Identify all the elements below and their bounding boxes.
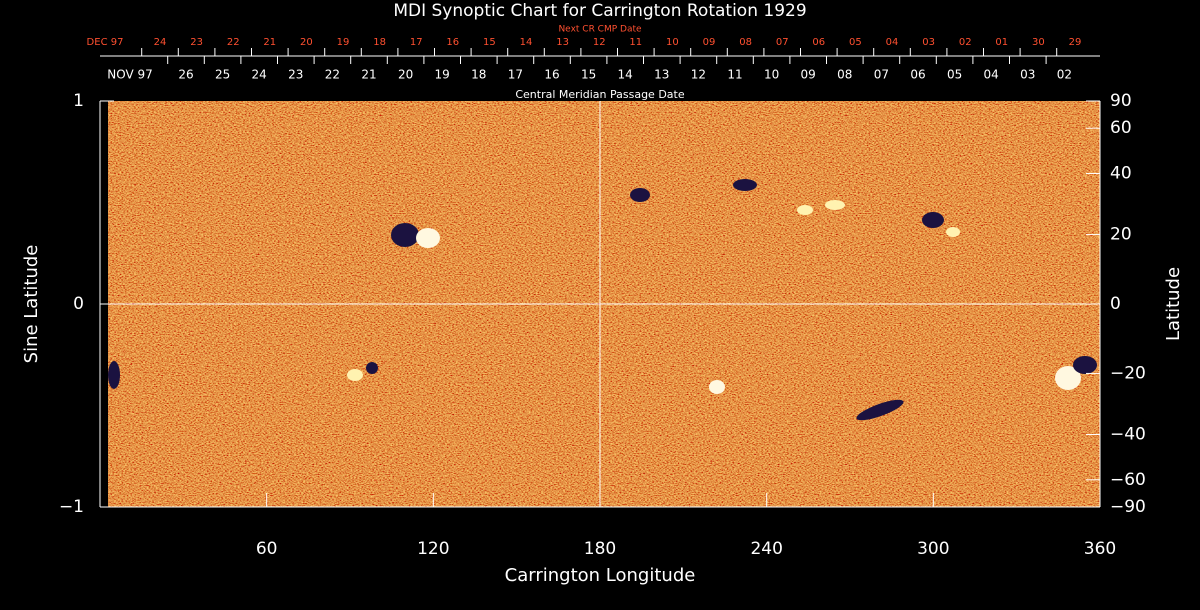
active-region <box>1073 356 1097 374</box>
active-region <box>1055 366 1081 390</box>
y2-tick-label: −60 <box>1110 470 1146 490</box>
next-cr-date-label: 22 <box>227 37 240 48</box>
y-tick-label: 0 <box>73 294 84 314</box>
cmp-date-label: 02 <box>1057 68 1072 82</box>
cmp-date-label: 25 <box>215 68 230 82</box>
x-tick-label: 240 <box>750 539 782 559</box>
cmp-date-label: 16 <box>544 68 559 82</box>
next-cr-date-label: 10 <box>666 37 679 48</box>
next-cr-date-label: 02 <box>959 37 972 48</box>
active-region <box>797 205 813 215</box>
next-cr-date-label: DEC 97 <box>87 37 124 48</box>
cmp-date-label: 20 <box>398 68 413 82</box>
cmp-date-label: 19 <box>435 68 450 82</box>
next-cr-date-label: 06 <box>812 37 825 48</box>
next-cr-date-label: 01 <box>995 37 1008 48</box>
x-tick-label: 300 <box>917 539 949 559</box>
active-region <box>825 200 845 210</box>
cmp-date-label: 23 <box>288 68 303 82</box>
next-cr-date-label: 21 <box>263 37 276 48</box>
next-cr-date-label: 20 <box>300 37 313 48</box>
y2-tick-label: 60 <box>1110 118 1132 138</box>
y2-tick-label: −20 <box>1110 363 1146 383</box>
cmp-date-label: 11 <box>727 68 742 82</box>
cmp-date-label: 26 <box>178 68 193 82</box>
next-cr-date-label: 29 <box>1069 37 1082 48</box>
active-region <box>856 399 904 421</box>
active-region <box>946 227 960 237</box>
next-cr-date-label: 11 <box>629 37 642 48</box>
cmp-date-label: 13 <box>654 68 669 82</box>
y2-tick-label: −90 <box>1110 497 1146 517</box>
cmp-date-label: 21 <box>361 68 376 82</box>
cmp-date-label: 24 <box>252 68 267 82</box>
cmp-date-label: 18 <box>471 68 486 82</box>
y2-tick-label: 20 <box>1110 225 1132 245</box>
next-cr-date-label: 12 <box>593 37 606 48</box>
y2-tick-label: −40 <box>1110 424 1146 444</box>
y2-tick-label: 0 <box>1110 294 1121 314</box>
next-cr-date-label: 30 <box>1032 37 1045 48</box>
y-tick-label: 1 <box>73 91 84 111</box>
cmp-date-label: 09 <box>801 68 816 82</box>
next-cr-date-label: 03 <box>922 37 935 48</box>
x-tick-label: 360 <box>1084 539 1116 559</box>
cmp-date-label: 03 <box>1020 68 1035 82</box>
y2-tick-label: 40 <box>1110 164 1132 184</box>
active-region <box>709 380 725 394</box>
cmp-date-label: 12 <box>691 68 706 82</box>
x-tick-label: 60 <box>256 539 278 559</box>
active-region <box>733 179 757 191</box>
active-region <box>391 223 419 247</box>
next-cr-date-label: 04 <box>886 37 899 48</box>
active-region <box>347 369 363 381</box>
active-region <box>366 362 378 374</box>
next-cr-date-label: 13 <box>556 37 569 48</box>
x-axis-label: Carrington Longitude <box>505 565 696 586</box>
x-tick-label: 180 <box>584 539 616 559</box>
next-cr-date-label: 08 <box>739 37 752 48</box>
cmp-date-label: NOV 97 <box>107 68 153 82</box>
next-cr-date-label: 17 <box>410 37 423 48</box>
next-cr-date-label: 05 <box>849 37 862 48</box>
x-tick-label: 120 <box>417 539 449 559</box>
next-cr-date-label: 23 <box>190 37 203 48</box>
active-region <box>922 212 944 228</box>
cmp-date-label: 07 <box>874 68 889 82</box>
top-axis-label: Central Meridian Passage Date <box>515 88 684 101</box>
cmp-date-label: 06 <box>910 68 925 82</box>
cmp-date-label: 04 <box>984 68 999 82</box>
next-cr-date-label: 18 <box>373 37 386 48</box>
cmp-date-label: 15 <box>581 68 596 82</box>
next-cr-date-label: 24 <box>154 37 167 48</box>
cmp-date-label: 05 <box>947 68 962 82</box>
cmp-date-label: 22 <box>325 68 340 82</box>
next-cr-date-label: 19 <box>337 37 350 48</box>
active-region <box>108 361 120 389</box>
next-cr-date-label: 16 <box>446 37 459 48</box>
y2-axis-label: Latitude <box>1163 267 1184 341</box>
cmp-date-label: 14 <box>618 68 633 82</box>
chart-title: MDI Synoptic Chart for Carrington Rotati… <box>393 1 806 21</box>
y-tick-label: −1 <box>59 497 84 517</box>
next-cr-date-label: 15 <box>483 37 496 48</box>
active-region <box>416 228 440 248</box>
cmp-date-label: 10 <box>764 68 779 82</box>
next-cr-date-label: 14 <box>520 37 533 48</box>
cmp-date-label: 08 <box>837 68 852 82</box>
active-region <box>630 188 650 202</box>
next-cr-date-label: 07 <box>776 37 789 48</box>
cmp-date-label: 17 <box>508 68 523 82</box>
y-axis-label: Sine Latitude <box>21 245 42 364</box>
top-red-axis-label: Next CR CMP Date <box>558 25 642 35</box>
next-cr-date-label: 09 <box>703 37 716 48</box>
y2-tick-label: 90 <box>1110 91 1132 111</box>
